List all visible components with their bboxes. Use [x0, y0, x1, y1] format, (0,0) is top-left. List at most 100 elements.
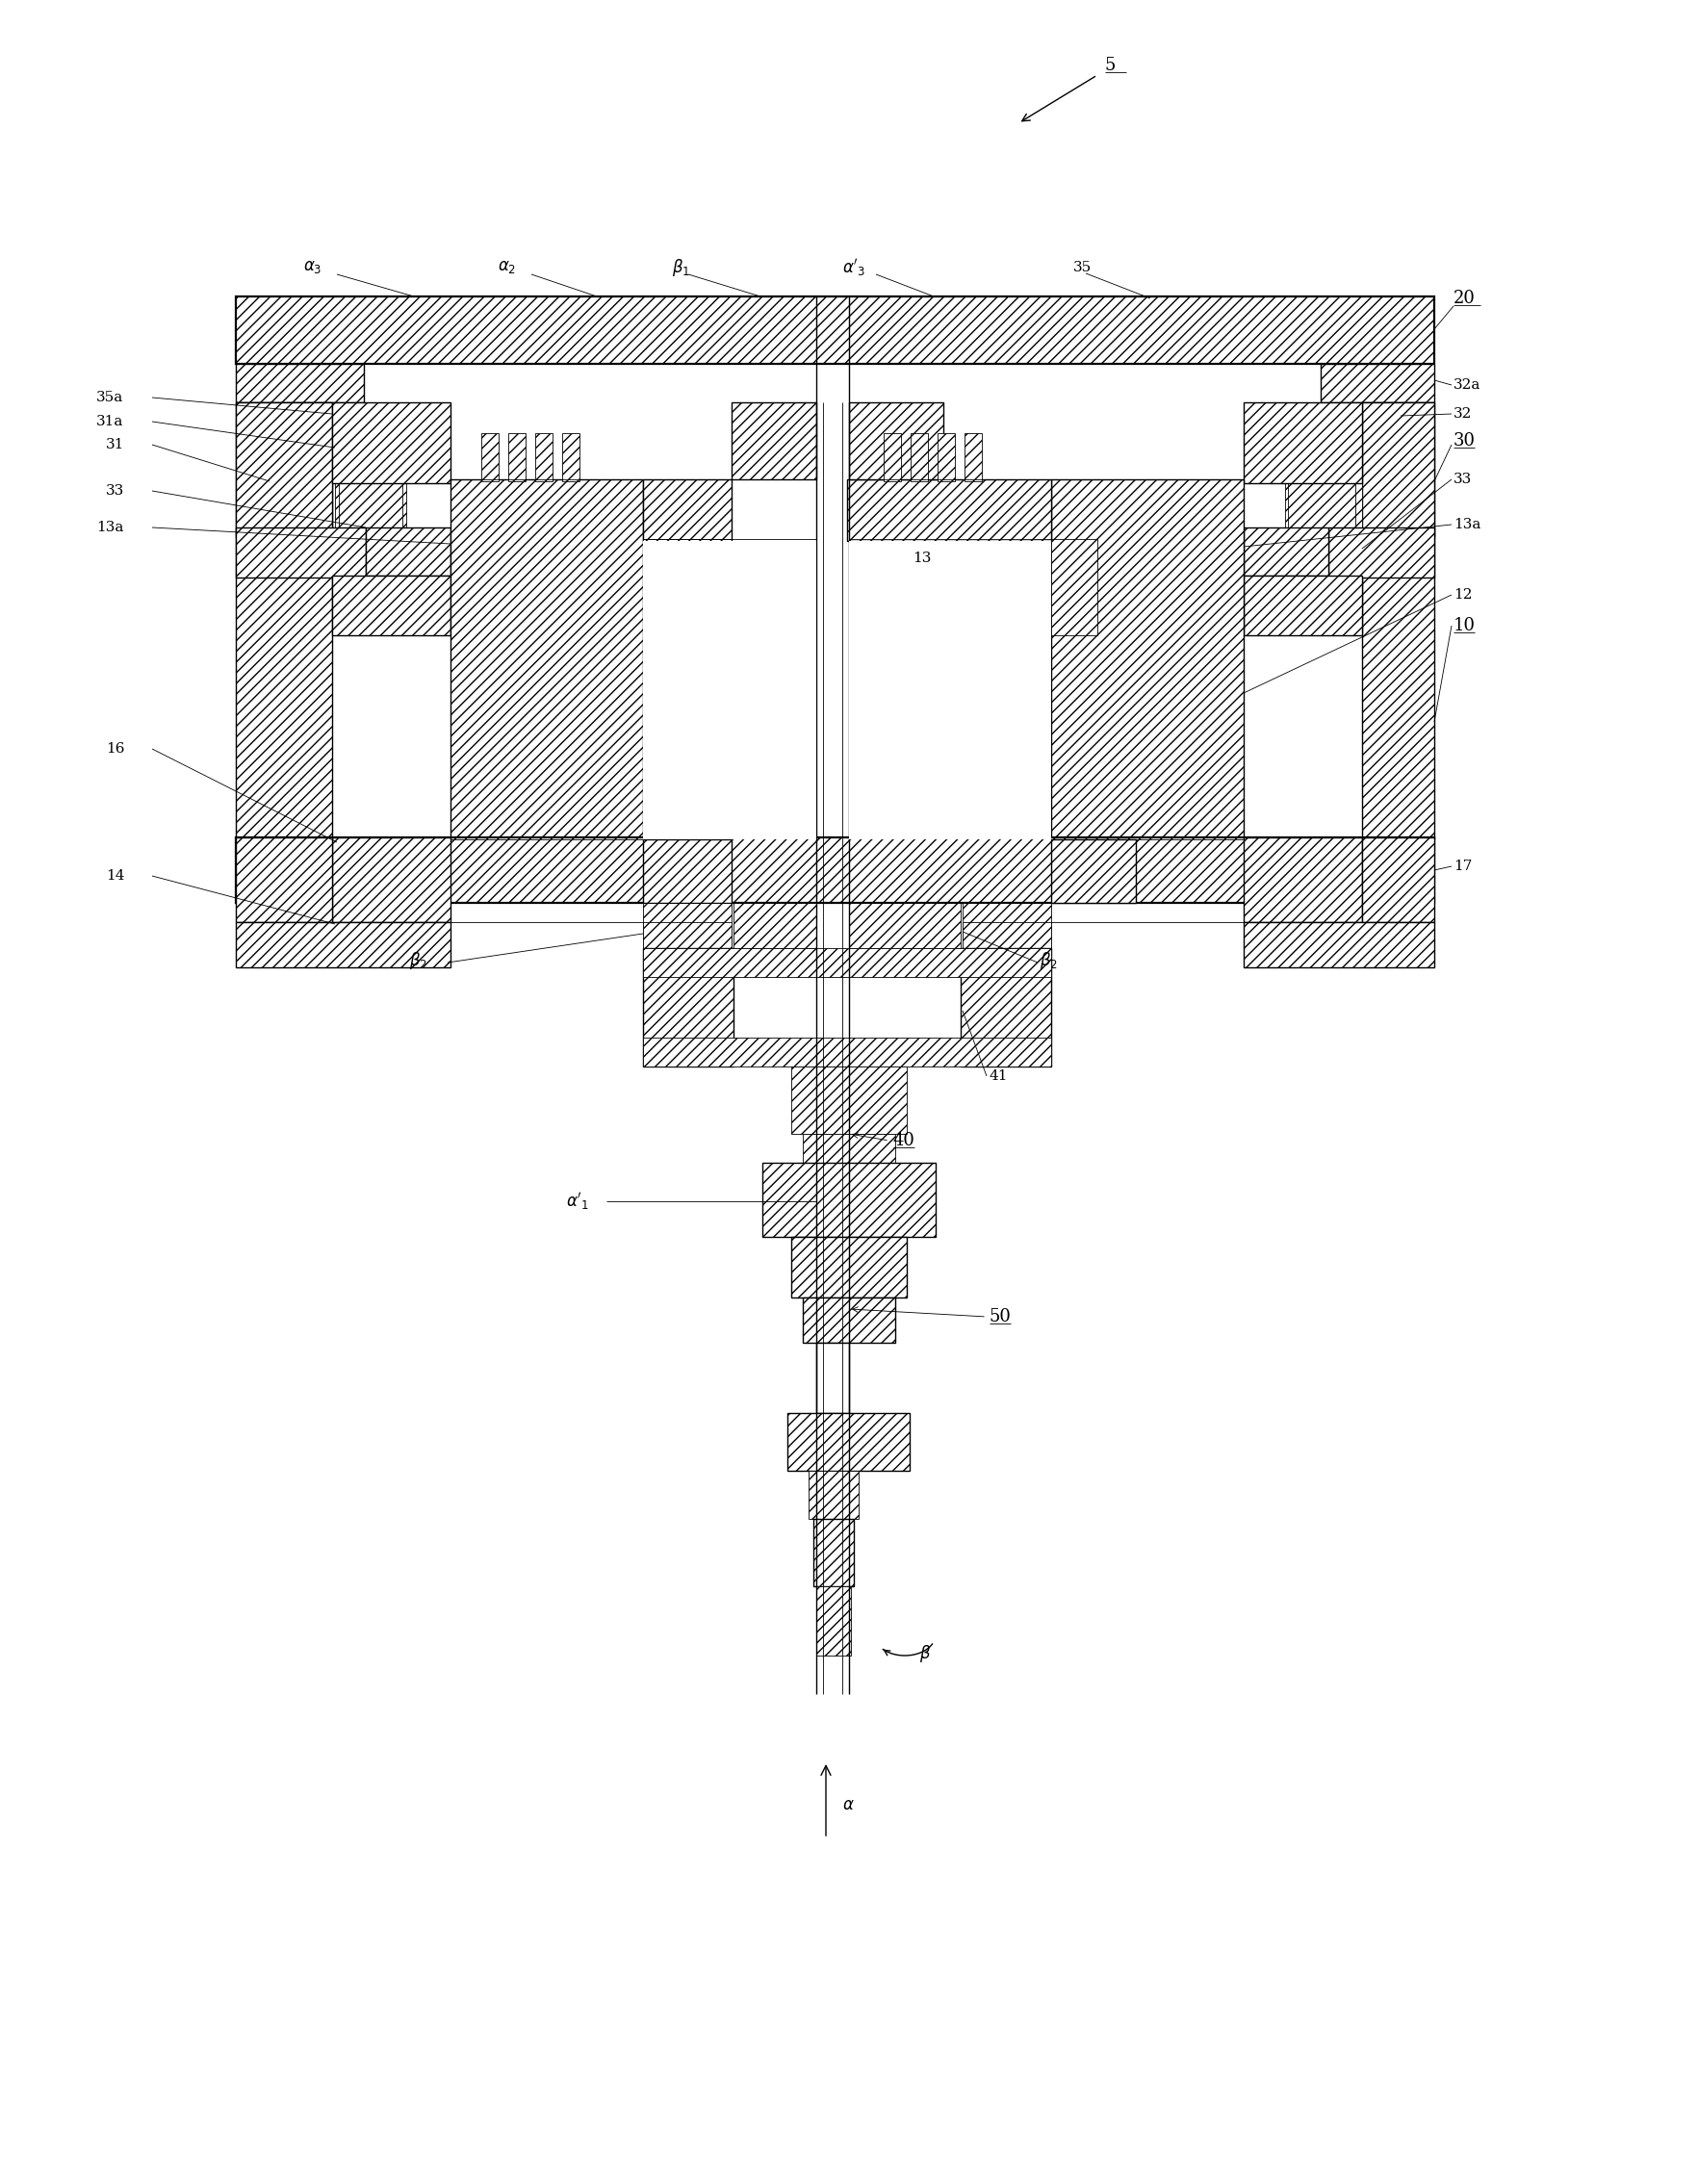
Text: 13a: 13a [97, 520, 124, 535]
Text: $\alpha'_3$: $\alpha'_3$ [842, 258, 864, 277]
Bar [849, 542, 1051, 839]
Bar [964, 432, 981, 480]
Bar [791, 1236, 907, 1297]
Bar [959, 948, 1051, 1066]
Bar [642, 948, 734, 1066]
Text: 35a: 35a [97, 391, 124, 404]
Bar [642, 902, 732, 948]
Text: 32: 32 [1453, 406, 1472, 422]
Bar [642, 478, 732, 542]
Text: 33: 33 [105, 485, 124, 498]
Bar [815, 1586, 851, 1655]
Bar [236, 402, 331, 537]
Bar [732, 402, 815, 478]
Bar [236, 836, 331, 922]
Bar [236, 365, 363, 402]
Bar [1284, 446, 1323, 535]
Text: $\beta_2$: $\beta_2$ [409, 950, 426, 972]
Bar [1051, 839, 1136, 902]
Bar [508, 432, 525, 480]
Bar [813, 1518, 854, 1586]
Bar [1051, 539, 1097, 636]
Bar [786, 1413, 908, 1470]
Text: 31a: 31a [97, 415, 124, 428]
Bar [562, 432, 579, 480]
Bar [1319, 365, 1433, 402]
Bar [791, 1066, 907, 1133]
Bar [331, 836, 450, 922]
Bar [642, 922, 732, 948]
Bar [1323, 435, 1362, 535]
Bar [1051, 478, 1243, 839]
Bar [338, 439, 402, 531]
Bar [535, 432, 552, 480]
Text: 40: 40 [893, 1131, 915, 1149]
Bar [803, 1297, 895, 1343]
Text: 13: 13 [912, 553, 931, 566]
Bar [1243, 836, 1362, 922]
Bar [1328, 529, 1433, 577]
Bar [236, 922, 450, 968]
Bar [1287, 439, 1355, 531]
Bar [642, 839, 732, 902]
Bar [937, 432, 954, 480]
Bar [1362, 402, 1433, 537]
Bar [450, 478, 642, 839]
Bar [1289, 402, 1362, 432]
Bar [1243, 922, 1433, 968]
Text: 30: 30 [1453, 432, 1476, 450]
Text: 17: 17 [1453, 860, 1472, 874]
Text: 33: 33 [1453, 472, 1470, 487]
Bar [481, 432, 498, 480]
Bar [963, 922, 1051, 948]
Text: 12: 12 [1453, 587, 1472, 601]
Bar [331, 577, 450, 636]
Bar [1243, 529, 1328, 577]
Text: 35: 35 [1073, 260, 1092, 275]
Text: $\beta_2$: $\beta_2$ [1039, 950, 1058, 972]
Bar [1362, 402, 1433, 839]
Text: 20: 20 [1453, 290, 1474, 308]
Text: 13a: 13a [1453, 518, 1481, 531]
Bar [910, 432, 927, 480]
Bar [331, 402, 450, 483]
Text: 31: 31 [105, 439, 124, 452]
Bar [370, 446, 406, 535]
Bar [335, 435, 370, 535]
Bar [642, 539, 732, 636]
Text: $\alpha_3$: $\alpha_3$ [302, 260, 321, 275]
Bar [236, 836, 1433, 902]
Text: $\alpha$: $\alpha$ [842, 1797, 854, 1813]
Bar [815, 1343, 849, 1413]
Bar [236, 529, 365, 577]
Bar [849, 402, 942, 478]
Bar [1243, 402, 1362, 483]
Bar [803, 1133, 895, 1162]
Text: $\alpha_2$: $\alpha_2$ [498, 260, 516, 275]
Bar [331, 402, 404, 432]
Bar [808, 1470, 857, 1518]
Bar [849, 902, 959, 948]
Bar [236, 402, 331, 839]
Text: 16: 16 [105, 743, 124, 756]
Bar [1243, 577, 1362, 636]
Text: $\beta_1$: $\beta_1$ [671, 258, 689, 277]
Text: 10: 10 [1453, 618, 1476, 633]
Bar [1362, 836, 1433, 922]
Bar [762, 1162, 936, 1236]
Text: $\alpha'_1$: $\alpha'_1$ [565, 1190, 589, 1212]
Bar [847, 478, 1051, 542]
Bar [734, 902, 815, 948]
Bar [642, 948, 1051, 976]
Text: 32a: 32a [1453, 378, 1481, 391]
Bar [642, 1037, 1051, 1066]
Text: 50: 50 [988, 1308, 1010, 1326]
Text: 5: 5 [1104, 57, 1116, 74]
Bar [236, 297, 1433, 365]
Bar [963, 902, 1051, 948]
Bar [365, 529, 450, 577]
Bar [883, 432, 900, 480]
Text: 14: 14 [105, 869, 124, 882]
Bar [642, 542, 815, 839]
Text: $\beta$: $\beta$ [919, 1642, 931, 1664]
